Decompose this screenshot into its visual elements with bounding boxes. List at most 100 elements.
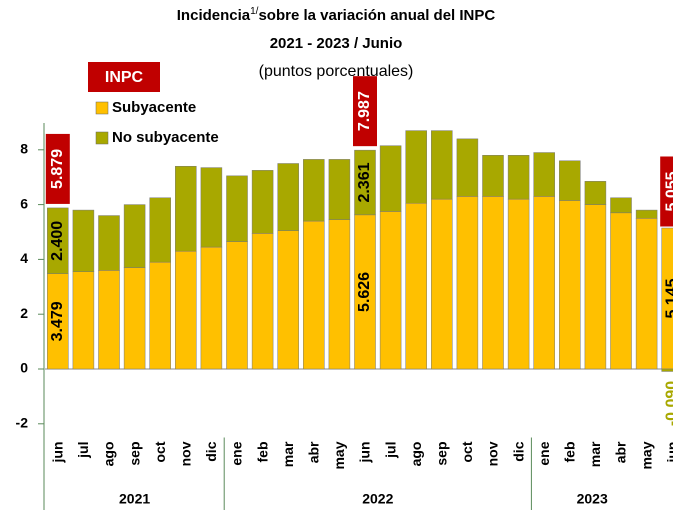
- bar-segment: [405, 130, 427, 204]
- x-tick-label: ene: [229, 441, 245, 465]
- value-label: 2.400: [49, 221, 66, 261]
- bar-segment: [610, 197, 632, 214]
- x-tick-label: may: [638, 441, 654, 469]
- legend-label: No subyacente: [112, 129, 219, 146]
- x-tick-label: jun: [664, 442, 673, 464]
- x-tick-label: jul: [75, 442, 91, 459]
- x-tick-label: mar: [587, 441, 603, 467]
- bar-segment: [635, 209, 658, 219]
- x-tick-label: ago: [101, 442, 117, 467]
- total-label: 5.879: [49, 149, 66, 189]
- legend-swatch: [95, 101, 109, 115]
- x-tick-label: ago: [408, 442, 424, 467]
- x-tick-label: abr: [306, 441, 322, 463]
- chart-subtitle: 2021 - 2023 / Junio: [270, 35, 403, 52]
- bar-segment: [405, 202, 427, 370]
- x-tick-label: jun: [50, 442, 66, 464]
- bar-segment: [559, 200, 581, 370]
- group-label: 2022: [362, 491, 393, 507]
- bar-segment: [456, 138, 479, 197]
- bar-segment: [507, 198, 530, 370]
- bar-segment: [303, 159, 325, 222]
- bar-segment: [251, 170, 274, 234]
- total-label: 5.055: [663, 171, 673, 211]
- bar-segment: [123, 267, 146, 370]
- x-tick-label: nov: [178, 441, 194, 466]
- value-label: 5.626: [356, 272, 373, 312]
- legend-label: Subyacente: [112, 99, 196, 116]
- bar-segment: [328, 159, 351, 220]
- bar-segment: [482, 196, 504, 370]
- bar-segment: [175, 165, 197, 252]
- y-tick-label: 4: [20, 250, 28, 266]
- bar-segment: [149, 261, 171, 370]
- bar-segment: [584, 204, 607, 370]
- bar-segment: [277, 230, 299, 370]
- chart-title: Incidencia1/sobre la variación anual del…: [177, 6, 496, 24]
- unit-note: (puntos porcentuales): [259, 63, 414, 80]
- bar-segment: [431, 198, 453, 370]
- bar-segment: [456, 196, 479, 370]
- bar-segment: [328, 219, 351, 370]
- total-box: [660, 156, 673, 227]
- bar-segment: [507, 155, 530, 200]
- bar-segment: [47, 207, 69, 274]
- value-label: 5.145: [663, 278, 673, 318]
- x-tick-label: feb: [254, 442, 270, 463]
- bar-segment: [98, 215, 120, 271]
- x-tick-label: abr: [613, 441, 629, 463]
- x-tick-label: dic: [203, 441, 219, 461]
- x-tick-label: jul: [382, 442, 398, 459]
- bar-segment: [149, 197, 171, 263]
- x-tick-label: feb: [562, 442, 578, 463]
- bar-segment: [277, 163, 299, 231]
- bar-segment: [533, 196, 555, 370]
- y-tick-label: -2: [16, 415, 29, 431]
- bar-segment: [661, 368, 673, 372]
- value-label: 2.361: [356, 162, 373, 202]
- x-tick-label: jun: [357, 442, 373, 464]
- bar-segment: [533, 152, 555, 197]
- bar-segment: [482, 155, 504, 197]
- legend-swatch: [95, 131, 109, 145]
- y-tick-label: 6: [20, 195, 28, 211]
- total-box: [45, 133, 70, 204]
- group-label: 2021: [119, 491, 150, 507]
- bar-segment: [72, 209, 95, 272]
- bar-segment: [251, 233, 274, 370]
- x-tick-label: sep: [434, 442, 450, 466]
- bar-segment: [123, 204, 146, 268]
- legend-inpc-box: [88, 62, 160, 92]
- x-tick-label: may: [331, 441, 347, 469]
- x-tick-label: ene: [536, 441, 552, 465]
- group-label: 2023: [577, 491, 608, 507]
- bar-segment: [610, 212, 632, 370]
- bar-segment: [379, 145, 402, 212]
- bar-segment: [200, 167, 223, 248]
- x-tick-label: oct: [152, 441, 168, 462]
- bar-segment: [559, 160, 581, 201]
- x-tick-label: mar: [280, 441, 296, 467]
- x-tick-label: nov: [485, 441, 501, 466]
- bar-segment: [175, 250, 197, 370]
- bar-segment: [379, 211, 402, 370]
- bar-segment: [72, 271, 95, 370]
- bar-segment: [98, 270, 120, 370]
- x-tick-label: oct: [459, 441, 475, 462]
- bar-segment: [431, 130, 453, 200]
- bar-segment: [226, 241, 248, 370]
- y-tick-label: 2: [20, 305, 28, 321]
- bar-segment: [226, 175, 248, 242]
- value-label: -0.090: [663, 381, 673, 426]
- bar-segment: [584, 181, 607, 205]
- y-tick-label: 0: [20, 360, 28, 376]
- total-label: 7.987: [356, 91, 373, 131]
- total-box: [353, 76, 377, 147]
- x-tick-label: dic: [510, 441, 526, 461]
- x-tick-label: sep: [126, 442, 142, 466]
- bar-segment: [354, 149, 376, 216]
- bar-segment: [635, 218, 658, 370]
- bar-segment: [303, 220, 325, 370]
- legend-inpc: INPC: [105, 69, 144, 86]
